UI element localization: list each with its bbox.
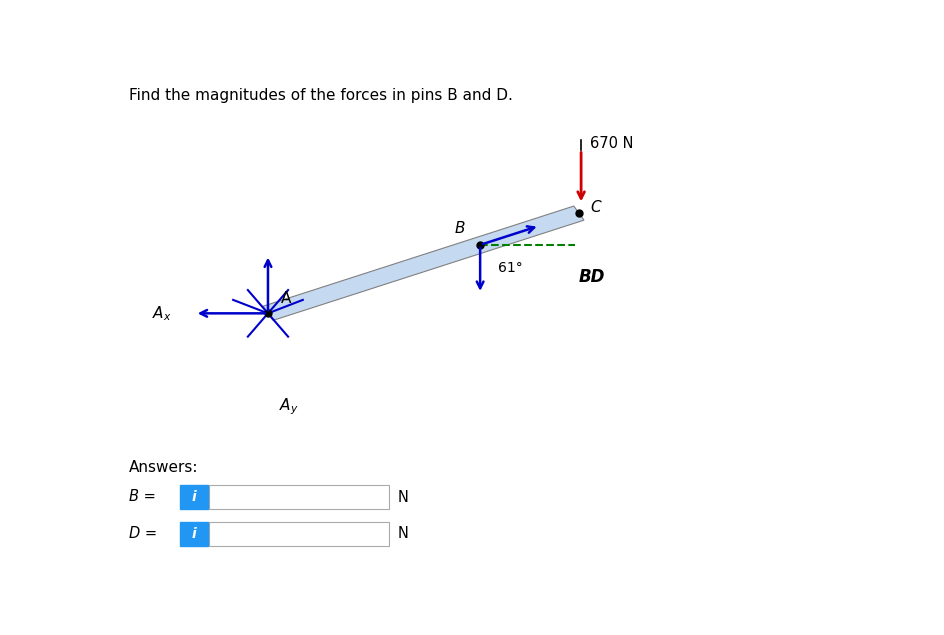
- Bar: [180, 522, 208, 545]
- Text: $A_y$: $A_y$: [279, 396, 298, 417]
- Text: $A_x$: $A_x$: [152, 304, 172, 323]
- Text: i: i: [192, 490, 196, 504]
- Bar: [210, 522, 389, 545]
- Polygon shape: [262, 206, 584, 321]
- Text: B: B: [455, 221, 465, 236]
- Text: 61°: 61°: [498, 261, 523, 275]
- Text: 670 N: 670 N: [590, 136, 633, 151]
- Bar: [180, 485, 208, 509]
- Text: B =: B =: [129, 489, 156, 504]
- Bar: [210, 485, 389, 509]
- Text: A: A: [281, 291, 292, 305]
- Text: BD: BD: [579, 267, 605, 286]
- Text: C: C: [590, 200, 600, 215]
- Text: Answers:: Answers:: [129, 460, 198, 475]
- Text: D =: D =: [129, 526, 157, 541]
- Text: i: i: [192, 527, 196, 541]
- Text: Find the magnitudes of the forces in pins B and D.: Find the magnitudes of the forces in pin…: [129, 88, 513, 104]
- Text: N: N: [397, 490, 409, 505]
- Text: N: N: [397, 526, 409, 542]
